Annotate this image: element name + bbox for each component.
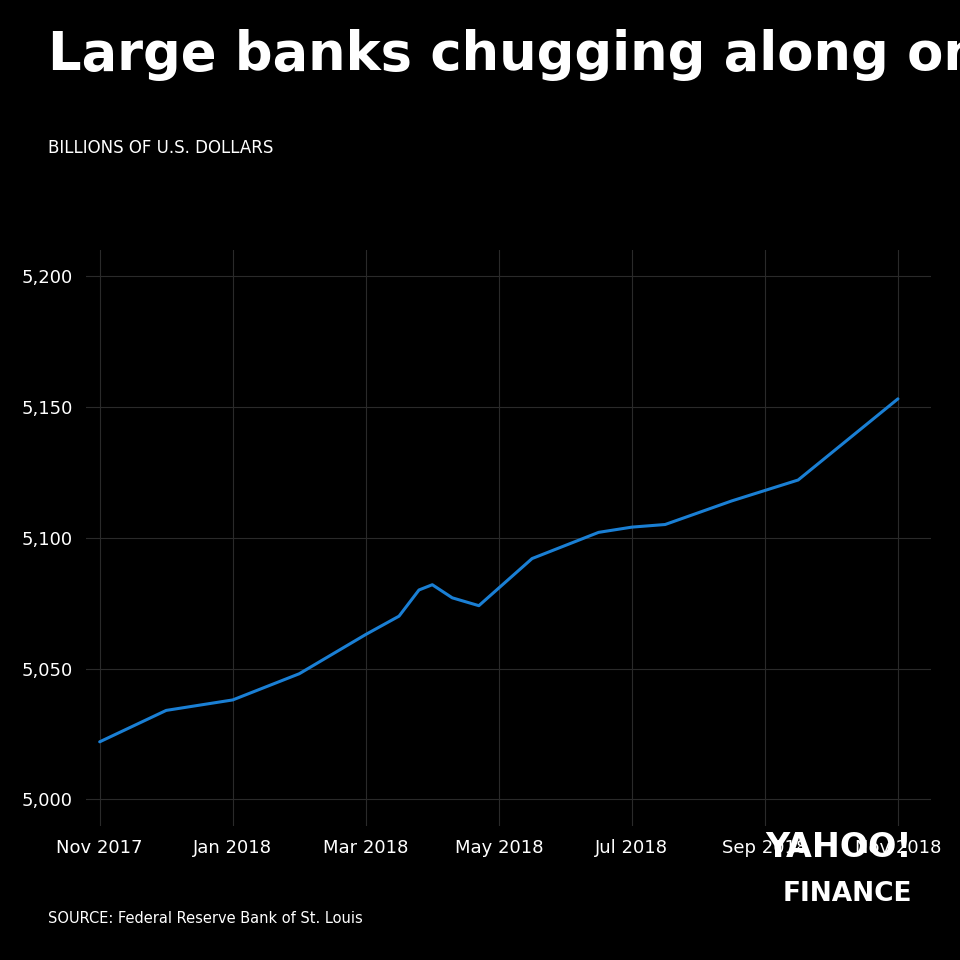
Text: BILLIONS OF U.S. DOLLARS: BILLIONS OF U.S. DOLLARS bbox=[48, 139, 274, 157]
Text: FINANCE: FINANCE bbox=[782, 881, 912, 907]
Text: YAHOO!: YAHOO! bbox=[765, 831, 912, 864]
Text: SOURCE: Federal Reserve Bank of St. Louis: SOURCE: Federal Reserve Bank of St. Loui… bbox=[48, 911, 363, 926]
Text: Large banks chugging along on credit: Large banks chugging along on credit bbox=[48, 29, 960, 81]
